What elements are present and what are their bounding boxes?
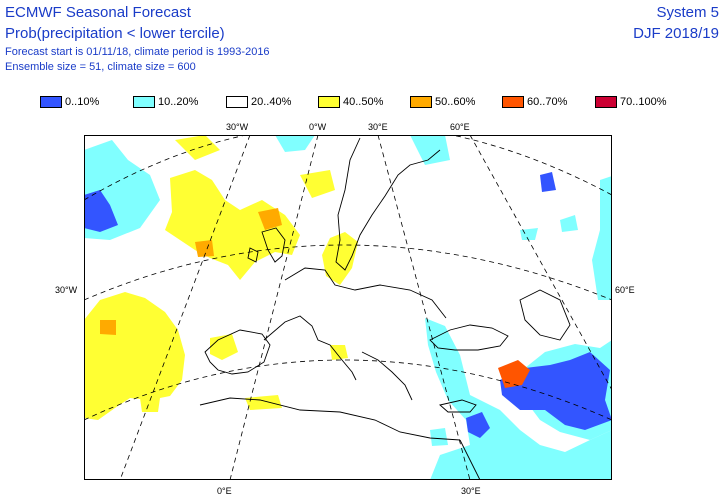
legend-label: 60..70% [527, 96, 568, 108]
graticule-lon-30e [377, 135, 471, 480]
graticule [84, 135, 612, 480]
coastline-iberia [204, 329, 271, 375]
forecast-start-info: Forecast start is 01/11/18, climate peri… [5, 46, 270, 58]
legend-item: 40..50% [318, 95, 383, 109]
region-yellow-top [175, 135, 220, 160]
coastline-caspian [519, 289, 571, 341]
region-cyan-small2 [520, 228, 538, 240]
region-orange-atlantic2 [195, 240, 214, 257]
legend-item: 0..10% [40, 95, 99, 109]
region-yellow-north-atlantic [165, 170, 300, 280]
region-redorange-east [498, 360, 530, 388]
region-yellow-italy [330, 345, 348, 360]
legend-label: 70..100% [620, 96, 667, 108]
coastline-britain [261, 227, 286, 263]
coastline-turkey-south [439, 399, 477, 413]
lat-label-right: 60°E [615, 285, 635, 295]
legend-swatch [502, 96, 524, 108]
legend-item: 10..20% [133, 95, 198, 109]
graticule-lat-north [84, 135, 612, 201]
region-cyan-small3 [430, 428, 448, 446]
graticule-lat-mid [84, 244, 612, 301]
color-legend: 0..10% 10..20% 20..40% 40..50% 50..60% 6… [0, 95, 725, 111]
legend-label: 20..40% [251, 96, 292, 108]
lon-label-bottom-30e: 30°E [461, 486, 481, 496]
legend-item: 20..40% [226, 95, 291, 109]
legend-swatch [40, 96, 62, 108]
legend-swatch [410, 96, 432, 108]
legend-item: 70..100% [595, 95, 666, 109]
chart-subtitle: Prob(precipitation < lower tercile) [5, 25, 225, 42]
region-yellow-north-africa [245, 395, 282, 410]
legend-swatch [595, 96, 617, 108]
legend-label: 10..20% [158, 96, 199, 108]
region-blue-small [540, 172, 556, 192]
map-background [84, 135, 612, 480]
ensemble-size-info: Ensemble size = 51, climate size = 600 [5, 61, 196, 73]
lon-label-bottom-0e: 0°E [217, 486, 232, 496]
lon-label-0w: 0°W [309, 122, 327, 132]
coastline-balkans [361, 351, 413, 401]
legend-swatch [318, 96, 340, 108]
coastline-north-europe [284, 267, 447, 319]
coastline-black-sea [429, 324, 509, 351]
region-blue-red-sea [466, 412, 490, 438]
lon-label-60e: 60°E [450, 122, 470, 132]
region-cyan-southeast [425, 318, 612, 480]
region-yellow-north-sea-area [300, 170, 335, 198]
coastline-red-sea [459, 439, 481, 480]
lat-label-left: 30°W [55, 285, 78, 295]
graticule-lon-30w [119, 135, 251, 480]
legend-label: 0..10% [65, 96, 100, 108]
season-label: DJF 2018/19 [633, 25, 719, 42]
legend-swatch [226, 96, 248, 108]
legend-item: 60..70% [502, 95, 567, 109]
graticule-lon-60e [469, 135, 612, 391]
legend-label: 50..60% [435, 96, 476, 108]
region-blue-northwest [84, 190, 118, 232]
coastline-ireland [247, 247, 259, 263]
region-cyan-east-edge [592, 176, 612, 300]
prob-50-60-regions [100, 208, 282, 335]
coastline-north-africa [199, 397, 461, 441]
forecast-map [84, 135, 612, 480]
chart-title: ECMWF Seasonal Forecast [5, 4, 191, 21]
system-label: System 5 [656, 4, 719, 21]
region-cyan-north [275, 135, 315, 152]
region-cyan-small1 [560, 215, 578, 232]
legend-label: 40..50% [343, 96, 384, 108]
legend-swatch [133, 96, 155, 108]
region-orange-atlantic1 [258, 208, 282, 230]
lon-label-30w: 30°W [226, 122, 249, 132]
coastlines [199, 137, 571, 480]
region-yellow-small [140, 398, 160, 412]
coastline-france-italy [263, 315, 357, 381]
legend-item: 50..60% [410, 95, 475, 109]
lon-label-30e: 30°E [368, 122, 388, 132]
map-frame [84, 135, 612, 480]
coastline-scandinavia [335, 137, 441, 271]
region-orange-atlantic3 [100, 320, 116, 335]
prob-60-70-regions [498, 360, 530, 388]
region-cyan-north-east [410, 135, 450, 165]
graticule-lat-south [84, 359, 612, 421]
